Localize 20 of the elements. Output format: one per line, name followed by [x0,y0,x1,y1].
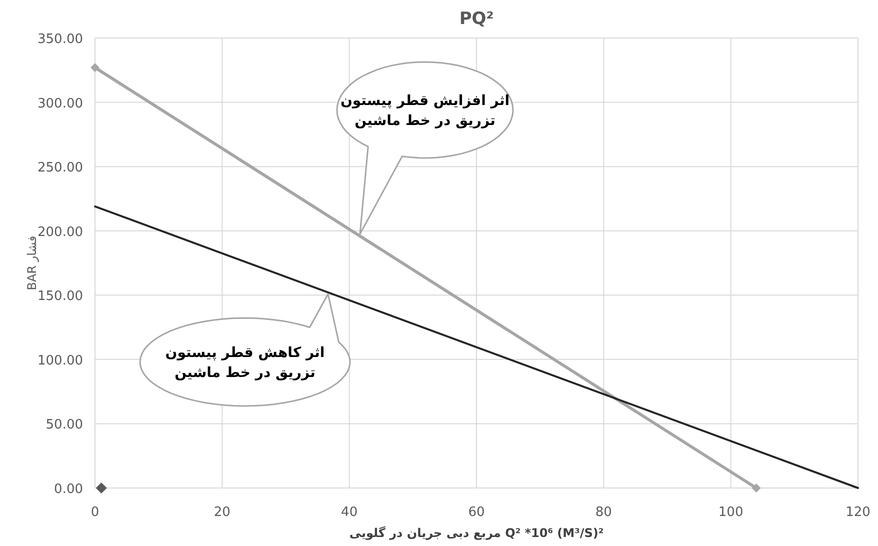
y-tick-label: 350.00 [38,32,83,47]
y-tick-label: 150.00 [38,289,83,304]
x-tick-label: 100 [718,505,744,520]
x-axis-title: مربع دبی جریان در گلویی Q² *10⁶ (M³/S)² [349,526,604,540]
x-tick-label: 80 [595,505,612,520]
y-tick-label: 300.00 [38,96,83,112]
y-tick-label: 100.00 [38,353,83,368]
x-tick-label: 120 [846,505,870,520]
x-tick-label: 20 [214,505,230,520]
x-tick-label: 60 [468,505,485,520]
y-tick-label: 250.00 [38,160,83,176]
annotation: اثر کاهش قطر پیستون تزریق در خط ماشین [165,345,325,381]
y-tick-label: 0.00 [54,482,83,497]
y-tick-label: 200.00 [38,224,83,240]
y-tick-label: 50.00 [46,418,83,433]
x-tick-label: 0 [90,505,100,520]
chart-title: PQ² [459,9,494,29]
x-tick-label: 40 [341,505,358,520]
annotation: اثر افزایش قطر پیستون تزریق در خط ماشین [340,93,510,129]
y-axis-title: BAR فشار [25,236,39,290]
